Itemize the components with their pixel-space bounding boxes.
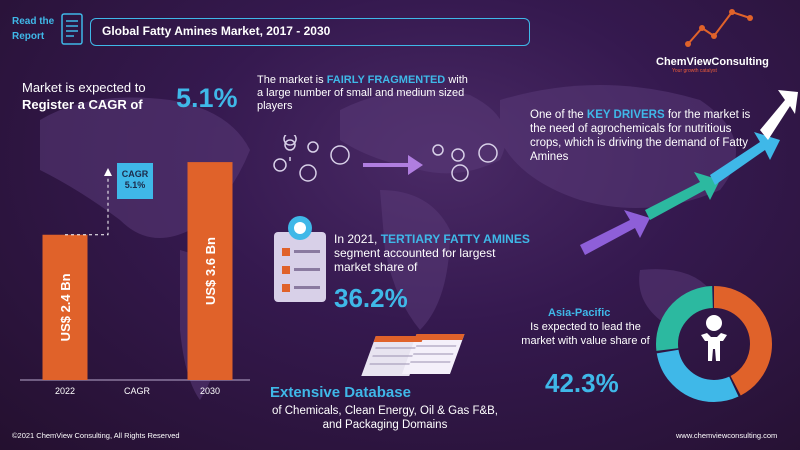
asia-pacific-text: Is expected to lead the market with valu… — [521, 321, 650, 347]
frag-pre: The market is — [257, 74, 327, 86]
page-title: Global Fatty Amines Market, 2017 - 2030 — [102, 24, 331, 38]
frag-post: with a large number of small and medium … — [257, 74, 468, 112]
cagr-arrowhead — [104, 168, 112, 176]
cagr-callout-value: 5.1% — [124, 180, 146, 190]
x-tick-2022: 2022 — [55, 386, 75, 396]
key-drivers-text: One of the KEY DRIVERS for the market is… — [530, 108, 760, 164]
drivers-post: for the market is the need of agrochemic… — [530, 109, 751, 163]
x-tick-CAGR: CAGR — [124, 386, 151, 396]
cagr-value: 5.1% — [176, 83, 238, 113]
checklist-icon — [274, 216, 326, 302]
bar-value-label-2030: US$ 3.6 Bn — [203, 237, 218, 305]
cagr-callout-label: CAGR — [121, 169, 149, 179]
cagr-callout: CAGR 5.1% — [117, 163, 153, 199]
report-text: Report — [12, 31, 45, 42]
database-title: Extensive Database — [270, 384, 411, 401]
asia-pacific-share-value: 42.3% — [545, 368, 619, 398]
frag-highlight: FAIRLY FRAGMENTED — [326, 74, 446, 86]
x-tick-2030: 2030 — [200, 386, 220, 396]
fragmentation-text: The market is FAIRLY FRAGMENTED with a l… — [257, 74, 477, 113]
tert-pre: In 2021, — [334, 232, 381, 246]
document-icon[interactable] — [60, 12, 84, 46]
tert-highlight: TERTIARY FATTY AMINES — [380, 232, 530, 246]
database-text: of Chemicals, Clean Energy, Oil & Gas F&… — [271, 405, 499, 431]
drivers-pre: One of the — [530, 109, 587, 121]
tertiary-share-value: 36.2% — [334, 283, 408, 313]
bar-2030 — [187, 162, 233, 380]
tertiary-text: In 2021, TERTIARY FATTY AMINES segment a… — [334, 232, 534, 274]
tert-post: segment accounted for largest market sha… — [334, 246, 496, 274]
bar-2022 — [42, 234, 88, 380]
cagr-connector — [65, 172, 109, 236]
read-the-report-link[interactable]: Read the Report — [12, 14, 54, 44]
cagr-line-1: Market is expected to — [22, 80, 146, 95]
database-sheets-illustration — [361, 334, 465, 376]
title-frame — [90, 18, 530, 46]
logo-graph-icon — [685, 9, 753, 47]
cagr-line-2: Register a CAGR of — [22, 97, 143, 112]
person-icon — [701, 315, 727, 361]
asia-pacific-title: Asia-Pacific — [548, 307, 611, 319]
logo-tagline: Your growth catalyst — [672, 68, 717, 74]
read-the-text: Read the — [12, 16, 55, 27]
location-pins-illustration — [273, 135, 498, 182]
logo-name: ChemViewConsulting — [656, 56, 769, 68]
copyright: ©2021 ChemView Consulting, All Rights Re… — [12, 431, 180, 440]
website-link[interactable]: www.chemviewconsulting.com — [676, 431, 778, 440]
drivers-highlight: KEY DRIVERS — [586, 109, 665, 121]
region-share-donut — [656, 286, 772, 402]
bar-value-label-2022: US$ 2.4 Bn — [58, 273, 73, 341]
growth-arrows-illustration — [580, 90, 798, 255]
